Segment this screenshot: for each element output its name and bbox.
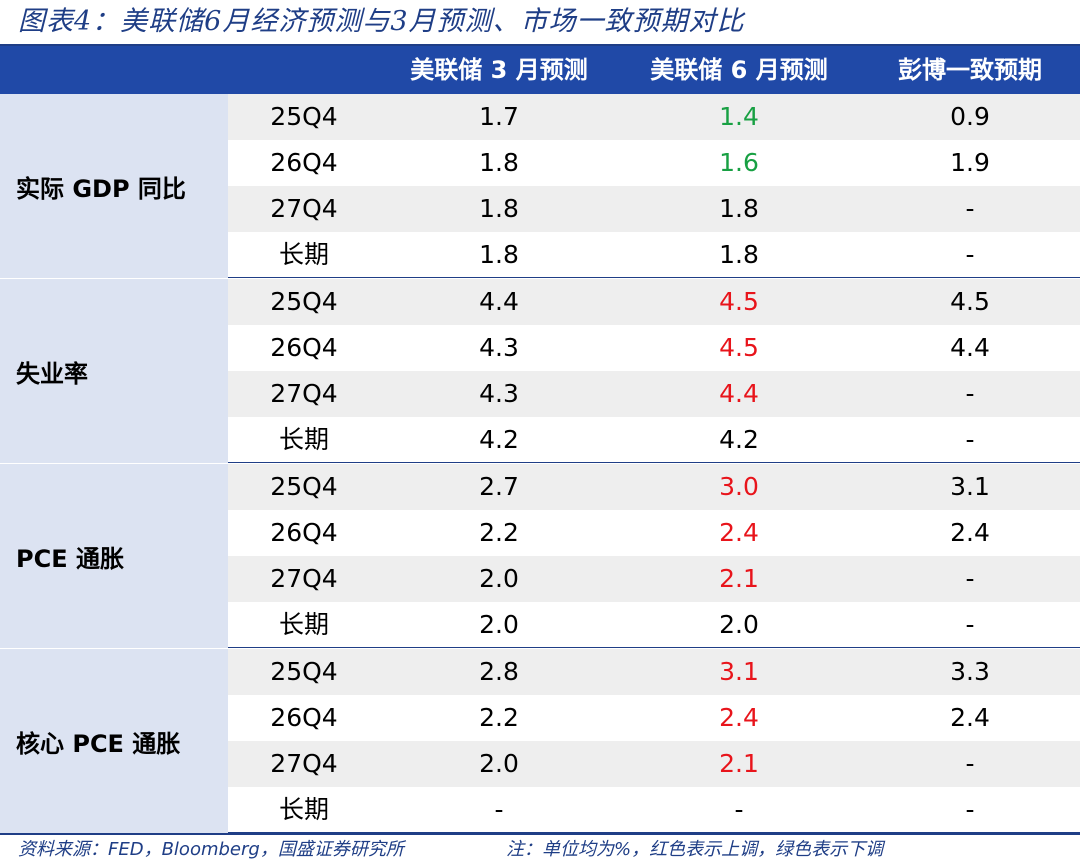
period-cell: 长期 bbox=[278, 610, 329, 639]
period-cell: 27Q4 bbox=[270, 379, 338, 408]
period-cell: 26Q4 bbox=[270, 333, 338, 362]
bloomberg-value: - bbox=[965, 379, 975, 408]
march-value: 4.3 bbox=[479, 379, 519, 408]
march-value: - bbox=[494, 795, 504, 824]
table-row: 26Q4 2.2 2.4 2.4 bbox=[228, 510, 1080, 556]
march-value: 1.8 bbox=[479, 240, 519, 269]
group-label: 核心 PCE 通胀 bbox=[0, 649, 228, 833]
june-value: 2.1 bbox=[719, 564, 759, 593]
bloomberg-value: - bbox=[965, 194, 975, 223]
table-row: 长期 - - - bbox=[228, 787, 1080, 833]
bloomberg-value: 4.5 bbox=[950, 287, 990, 316]
june-value: - bbox=[734, 795, 744, 824]
table-footer: 资料来源：FED，Bloomberg，国盛证券研究所 注：单位均为%，红色表示上… bbox=[0, 833, 1080, 864]
group-core-pce-inflation: 核心 PCE 通胀 25Q4 2.8 3.1 3.3 26Q4 2.2 2.4 … bbox=[0, 649, 1080, 833]
bloomberg-value: - bbox=[965, 749, 975, 778]
bloomberg-value: 3.1 bbox=[950, 472, 990, 501]
period-cell: 长期 bbox=[278, 425, 329, 454]
table-row: 27Q4 4.3 4.4 - bbox=[228, 371, 1080, 417]
june-value: 4.5 bbox=[719, 333, 759, 362]
bloomberg-value: - bbox=[965, 795, 975, 824]
march-value: 1.8 bbox=[479, 194, 519, 223]
period-cell: 26Q4 bbox=[270, 518, 338, 547]
bloomberg-value: - bbox=[965, 425, 975, 454]
period-cell: 26Q4 bbox=[270, 703, 338, 732]
table-row: 25Q4 1.7 1.4 0.9 bbox=[228, 94, 1080, 140]
march-value: 1.8 bbox=[479, 148, 519, 177]
table-row: 26Q4 1.8 1.6 1.9 bbox=[228, 140, 1080, 186]
table-row: 27Q4 1.8 1.8 - bbox=[228, 186, 1080, 232]
table-row: 27Q4 2.0 2.1 - bbox=[228, 556, 1080, 602]
period-cell: 25Q4 bbox=[270, 102, 338, 131]
june-value: 2.4 bbox=[719, 703, 759, 732]
header-march-forecast: 美联储 3 月预测 bbox=[410, 56, 588, 84]
bloomberg-value: - bbox=[965, 610, 975, 639]
march-value: 4.2 bbox=[479, 425, 519, 454]
bloomberg-value: - bbox=[965, 240, 975, 269]
group-label: 失业率 bbox=[0, 279, 228, 463]
period-cell: 27Q4 bbox=[270, 749, 338, 778]
table-row: 长期 4.2 4.2 - bbox=[228, 417, 1080, 463]
bloomberg-value: - bbox=[965, 564, 975, 593]
bloomberg-value: 2.4 bbox=[950, 703, 990, 732]
period-cell: 27Q4 bbox=[270, 564, 338, 593]
table-row: 25Q4 4.4 4.5 4.5 bbox=[228, 279, 1080, 325]
group-pce-inflation: PCE 通胀 25Q4 2.7 3.0 3.1 26Q4 2.2 2.4 2.4… bbox=[0, 464, 1080, 648]
march-value: 2.2 bbox=[479, 518, 519, 547]
march-value: 2.0 bbox=[479, 610, 519, 639]
march-value: 2.8 bbox=[479, 657, 519, 686]
group-label: 实际 GDP 同比 bbox=[0, 94, 228, 278]
june-value: 2.1 bbox=[719, 749, 759, 778]
header-blank bbox=[0, 46, 228, 94]
header-bloomberg-consensus: 彭博一致预期 bbox=[898, 56, 1042, 84]
source-note: 资料来源：FED，Bloomberg，国盛证券研究所 bbox=[18, 839, 404, 860]
legend-note: 注：单位均为%，红色表示上调，绿色表示下调 bbox=[506, 839, 884, 860]
table-header: 美联储 3 月预测 美联储 6 月预测 彭博一致预期 bbox=[0, 46, 1080, 94]
period-cell: 25Q4 bbox=[270, 472, 338, 501]
period-cell: 长期 bbox=[278, 240, 329, 269]
june-value: 1.8 bbox=[719, 240, 759, 269]
june-value: 2.0 bbox=[719, 610, 759, 639]
june-value: 1.8 bbox=[719, 194, 759, 223]
table-row: 长期 2.0 2.0 - bbox=[228, 602, 1080, 648]
june-value: 3.1 bbox=[719, 657, 759, 686]
group-real-gdp: 实际 GDP 同比 25Q4 1.7 1.4 0.9 26Q4 1.8 1.6 … bbox=[0, 94, 1080, 278]
march-value: 2.2 bbox=[479, 703, 519, 732]
march-value: 1.7 bbox=[479, 102, 519, 131]
table-row: 26Q4 4.3 4.5 4.4 bbox=[228, 325, 1080, 371]
march-value: 4.4 bbox=[479, 287, 519, 316]
june-value: 2.4 bbox=[719, 518, 759, 547]
june-value: 1.4 bbox=[719, 102, 759, 131]
period-cell: 25Q4 bbox=[270, 287, 338, 316]
june-value: 4.2 bbox=[719, 425, 759, 454]
table-row: 27Q4 2.0 2.1 - bbox=[228, 741, 1080, 787]
march-value: 2.0 bbox=[479, 564, 519, 593]
group-label: PCE 通胀 bbox=[0, 464, 228, 648]
bloomberg-value: 4.4 bbox=[950, 333, 990, 362]
table-body: 实际 GDP 同比 25Q4 1.7 1.4 0.9 26Q4 1.8 1.6 … bbox=[0, 94, 1080, 833]
march-value: 2.0 bbox=[479, 749, 519, 778]
march-value: 2.7 bbox=[479, 472, 519, 501]
bloomberg-value: 0.9 bbox=[950, 102, 990, 131]
table-row: 25Q4 2.7 3.0 3.1 bbox=[228, 464, 1080, 510]
period-cell: 26Q4 bbox=[270, 148, 338, 177]
march-value: 4.3 bbox=[479, 333, 519, 362]
june-value: 3.0 bbox=[719, 472, 759, 501]
table-row: 长期 1.8 1.8 - bbox=[228, 232, 1080, 278]
bloomberg-value: 2.4 bbox=[950, 518, 990, 547]
title-divider bbox=[0, 44, 1080, 46]
header-june-forecast: 美联储 6 月预测 bbox=[650, 56, 828, 84]
period-cell: 27Q4 bbox=[270, 194, 338, 223]
bloomberg-value: 3.3 bbox=[950, 657, 990, 686]
bloomberg-value: 1.9 bbox=[950, 148, 990, 177]
table-row: 25Q4 2.8 3.1 3.3 bbox=[228, 649, 1080, 695]
june-value: 4.5 bbox=[719, 287, 759, 316]
group-unemployment: 失业率 25Q4 4.4 4.5 4.5 26Q4 4.3 4.5 4.4 27… bbox=[0, 279, 1080, 463]
figure-title: 图表4：美联储6月经济预测与3月预测、市场一致预期对比 bbox=[18, 6, 745, 37]
period-cell: 25Q4 bbox=[270, 657, 338, 686]
table-row: 26Q4 2.2 2.4 2.4 bbox=[228, 695, 1080, 741]
june-value: 1.6 bbox=[719, 148, 759, 177]
june-value: 4.4 bbox=[719, 379, 759, 408]
period-cell: 长期 bbox=[278, 795, 329, 824]
